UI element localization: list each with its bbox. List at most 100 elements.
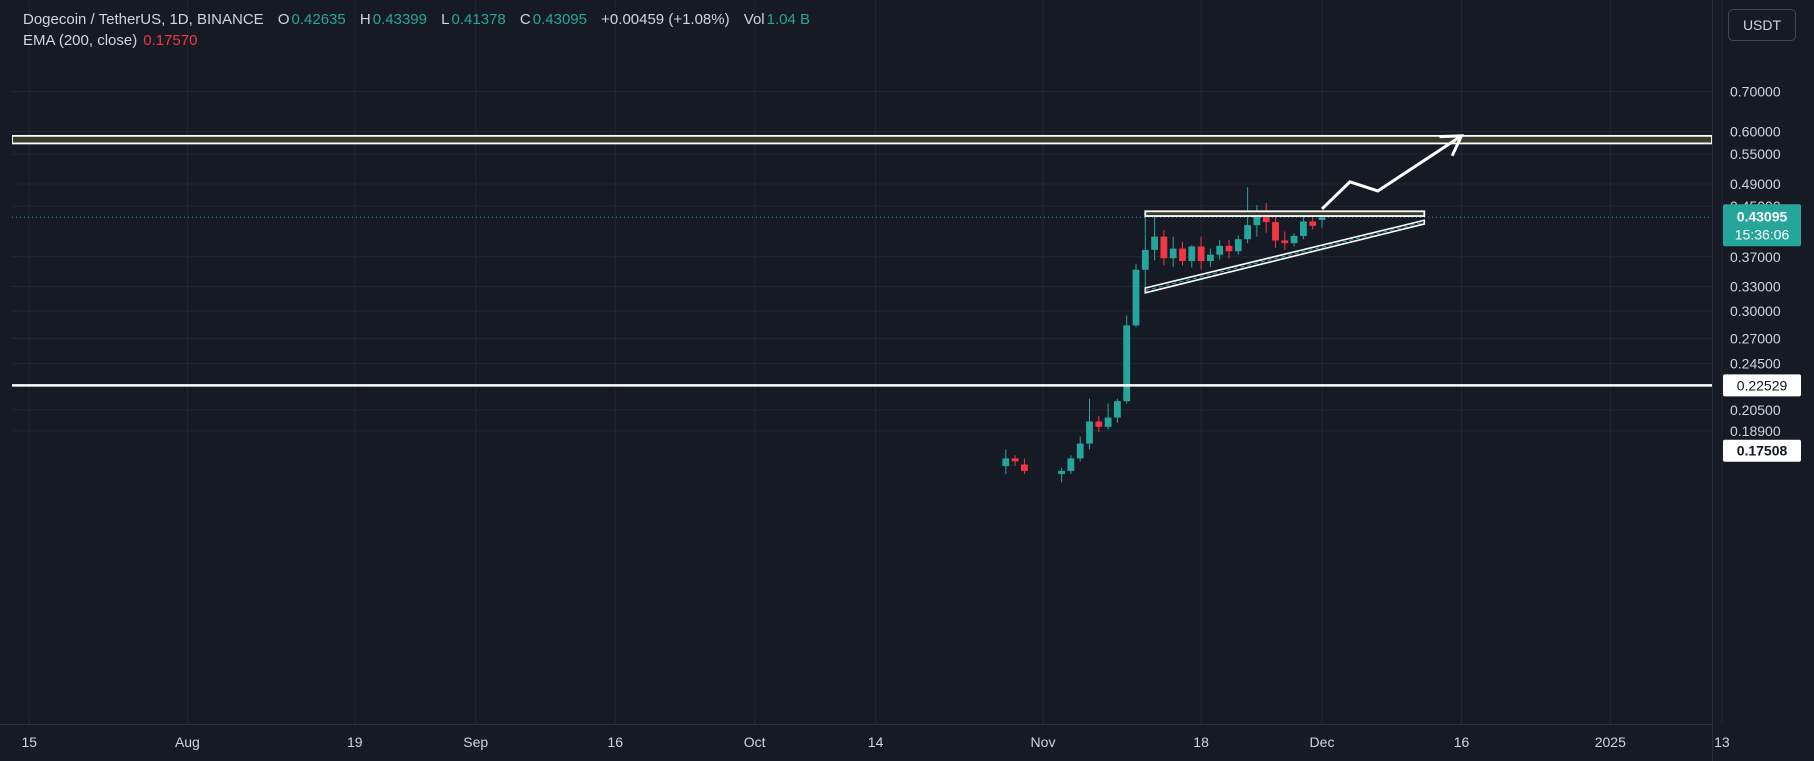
candle [1160, 230, 1168, 266]
candle-body [1169, 248, 1177, 259]
ema-value: 0.17570 [143, 32, 198, 49]
candle-body [1225, 245, 1233, 252]
candle-body [1188, 246, 1196, 262]
support-price-badge [1723, 374, 1801, 397]
ema-price-badge [1723, 439, 1801, 462]
annotations [12, 134, 1712, 387]
time-tick-label: Aug [175, 734, 200, 750]
volume-value: 1.04 B [766, 11, 811, 28]
candle [1123, 315, 1131, 404]
high-value: 0.43399 [372, 11, 427, 28]
time-tick-label: Dec [1310, 734, 1335, 750]
candle-body [1141, 249, 1149, 270]
candle [1207, 248, 1214, 267]
candle-body [1076, 443, 1084, 459]
candle [1253, 204, 1261, 237]
candle-body [1253, 216, 1261, 226]
plot-area [12, 134, 1712, 483]
candle [1234, 235, 1242, 255]
candle-body [1207, 254, 1214, 262]
ema-label: EMA (200, close) [23, 32, 138, 49]
price-tick-label: 0.18900 [1730, 423, 1781, 439]
candle-body [1002, 458, 1010, 467]
price-tick-label: 0.60000 [1730, 123, 1781, 139]
candle [1281, 231, 1289, 250]
rising-trendline-channel [1144, 219, 1426, 294]
candle-body [1151, 236, 1158, 250]
countdown-timer: 15:36:06 [1735, 226, 1790, 242]
close-label: C [519, 11, 531, 28]
candle-body [1318, 217, 1326, 221]
candle-body [1290, 235, 1298, 244]
candle-body [1197, 246, 1205, 262]
open-label: O [277, 11, 290, 28]
candle [1300, 216, 1307, 240]
candle [1188, 245, 1196, 268]
time-tick-label: 13 [1714, 734, 1730, 750]
time-tick-label: 15 [22, 734, 38, 750]
projection-arrowhead [1439, 134, 1464, 157]
last-price-value: 0.43095 [1737, 208, 1788, 224]
ema-price-value: 0.17508 [1737, 443, 1788, 459]
grid [12, 0, 1723, 724]
resistance-zone [12, 134, 1712, 145]
symbol-title[interactable]: Dogecoin / TetherUS, 1D, BINANCE [23, 11, 264, 28]
candle [1104, 403, 1112, 430]
low-label: L [441, 11, 450, 28]
candle-body [1132, 269, 1140, 326]
candle [1169, 236, 1177, 267]
time-axis: 15 Aug 19 Sep 16 Oct 14 Nov 18 Dec 16 2025 13 [22, 734, 1730, 750]
candle [1318, 215, 1326, 228]
candle [1095, 416, 1103, 433]
time-tick-label: Sep [463, 734, 488, 750]
candle [1011, 455, 1019, 467]
price-tick-label: 0.55000 [1730, 146, 1781, 162]
time-tick-label: 14 [868, 734, 884, 750]
currency-button[interactable]: USDT [1728, 9, 1796, 41]
time-tick-label: 19 [347, 734, 363, 750]
price-tick-label: 0.49000 [1730, 176, 1781, 192]
candle [1067, 455, 1075, 475]
candle-body [1021, 464, 1028, 471]
candle-body [1123, 325, 1131, 402]
candle [1290, 233, 1298, 247]
candles [1002, 187, 1326, 483]
candle-body [1095, 421, 1103, 427]
price-tick-label: 0.24500 [1730, 356, 1781, 372]
candle [1216, 239, 1224, 260]
candle [1086, 398, 1093, 450]
candle-body [1067, 458, 1075, 471]
time-tick-label: 18 [1193, 734, 1209, 750]
low-value: 0.41378 [451, 11, 506, 28]
candle-body [1160, 236, 1168, 259]
last-price-badge [1723, 204, 1801, 247]
legend-ema[interactable]: EMA (200, close) 0.17570 [23, 32, 197, 49]
open-value: 0.42635 [291, 11, 346, 28]
candle-body [1262, 216, 1270, 223]
candle-body [1272, 222, 1279, 241]
candle-body [1281, 240, 1289, 244]
price-tick-label: 0.30000 [1730, 303, 1781, 319]
candle [1141, 213, 1149, 287]
candle [1309, 217, 1317, 230]
candle [1114, 398, 1121, 423]
time-tick-label: Oct [744, 734, 766, 750]
candle-body [1086, 421, 1093, 444]
time-tick-label: Nov [1031, 734, 1056, 750]
candle-body [1058, 470, 1065, 475]
candle [1132, 263, 1140, 328]
price-tick-label: 0.70000 [1730, 84, 1781, 100]
candle [1002, 449, 1010, 475]
candle-body [1244, 225, 1251, 240]
price-tick-label: 0.37000 [1730, 249, 1781, 265]
candle-body [1179, 248, 1186, 262]
volume-label: Vol [743, 11, 765, 28]
close-value: 0.43095 [532, 11, 587, 28]
time-tick-label: 16 [607, 734, 623, 750]
time-tick-label: 16 [1454, 734, 1470, 750]
candle-body [1309, 221, 1317, 226]
candle [1179, 241, 1186, 266]
candle-body [1234, 239, 1242, 252]
